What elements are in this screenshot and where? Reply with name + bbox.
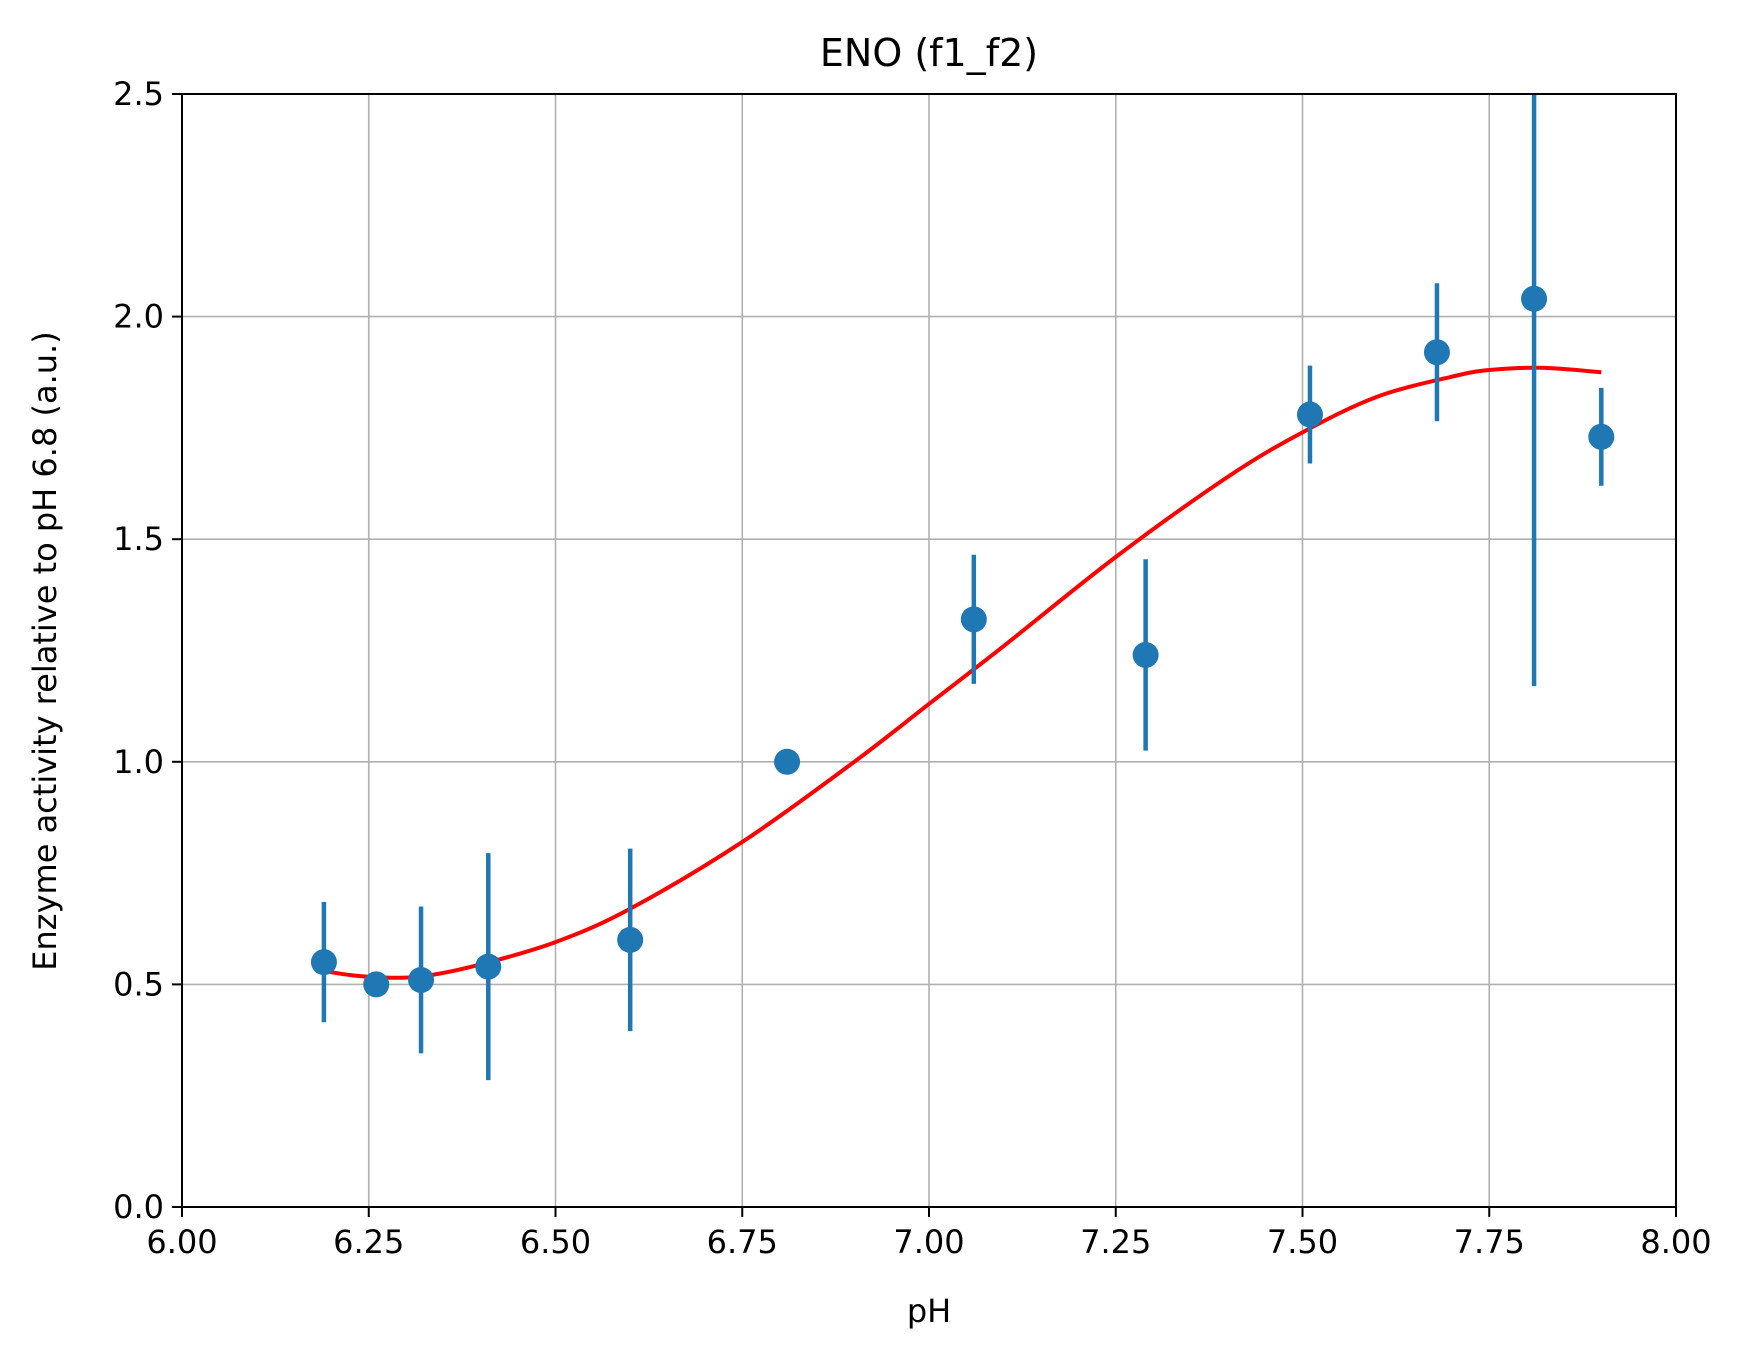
data-point: [310, 949, 337, 976]
x-tick-label: 7.50: [1267, 1223, 1338, 1261]
x-axis-label: pH: [907, 1292, 951, 1330]
data-point: [1521, 285, 1548, 312]
data-point: [475, 953, 502, 980]
data-point: [1423, 339, 1450, 366]
data-point: [1132, 641, 1159, 668]
y-tick-label: 1.5: [113, 520, 164, 558]
x-tick-label: 6.00: [146, 1223, 217, 1261]
data-point: [408, 966, 435, 993]
fit-curve: [323, 365, 1602, 980]
y-tick-label: 1.0: [113, 743, 164, 781]
data-point: [617, 926, 644, 953]
data-point: [1296, 401, 1323, 428]
chart-title: ENO (f1_f2): [820, 31, 1038, 75]
data-point: [774, 748, 801, 775]
y-axis-ticks: 0.0 0.5 1.0 1.5 2.0 2.5: [113, 75, 182, 1226]
x-axis-ticks: 6.00 6.25 6.50 6.75 7.00 7.25 7.50 7.75 8.00: [146, 1207, 1712, 1261]
x-tick-label: 7.25: [1080, 1223, 1151, 1261]
x-tick-label: 7.00: [893, 1223, 964, 1261]
data-points: [310, 285, 1615, 998]
fit-curve-group: [323, 365, 1602, 980]
data-point: [960, 606, 987, 633]
x-tick-label: 8.00: [1640, 1223, 1711, 1261]
x-tick-label: 7.75: [1454, 1223, 1525, 1261]
y-tick-label: 0.5: [113, 965, 164, 1003]
data-point: [1588, 423, 1615, 450]
y-axis-label: Enzyme activity relative to pH 6.8 (a.u.…: [26, 331, 64, 970]
x-tick-label: 6.75: [707, 1223, 778, 1261]
x-tick-label: 6.50: [520, 1223, 591, 1261]
data-point: [363, 971, 390, 998]
y-tick-label: 0.0: [113, 1188, 164, 1226]
x-tick-label: 6.25: [333, 1223, 404, 1261]
y-tick-label: 2.5: [113, 75, 164, 113]
y-tick-label: 2.0: [113, 298, 164, 336]
